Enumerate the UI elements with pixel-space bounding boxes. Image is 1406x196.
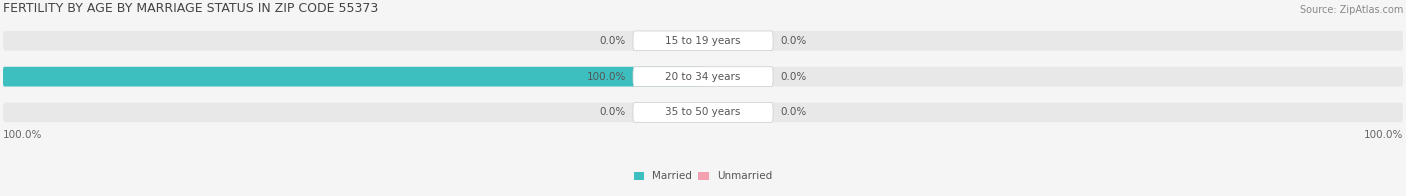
FancyBboxPatch shape	[3, 103, 1403, 122]
Text: 0.0%: 0.0%	[600, 36, 626, 46]
Text: 0.0%: 0.0%	[780, 72, 806, 82]
Text: Source: ZipAtlas.com: Source: ZipAtlas.com	[1301, 5, 1403, 15]
Text: 35 to 50 years: 35 to 50 years	[665, 107, 741, 117]
FancyBboxPatch shape	[633, 103, 773, 122]
FancyBboxPatch shape	[633, 31, 773, 51]
Text: 100.0%: 100.0%	[1364, 130, 1403, 140]
FancyBboxPatch shape	[3, 31, 1403, 51]
Text: 15 to 19 years: 15 to 19 years	[665, 36, 741, 46]
FancyBboxPatch shape	[633, 67, 773, 86]
Text: 0.0%: 0.0%	[780, 107, 806, 117]
Text: 100.0%: 100.0%	[3, 130, 42, 140]
FancyBboxPatch shape	[3, 67, 1403, 86]
Text: 0.0%: 0.0%	[780, 36, 806, 46]
Legend: Married, Unmarried: Married, Unmarried	[630, 167, 776, 186]
Text: FERTILITY BY AGE BY MARRIAGE STATUS IN ZIP CODE 55373: FERTILITY BY AGE BY MARRIAGE STATUS IN Z…	[3, 2, 378, 15]
Text: 100.0%: 100.0%	[586, 72, 626, 82]
FancyBboxPatch shape	[3, 67, 703, 86]
Text: 0.0%: 0.0%	[600, 107, 626, 117]
Text: 20 to 34 years: 20 to 34 years	[665, 72, 741, 82]
